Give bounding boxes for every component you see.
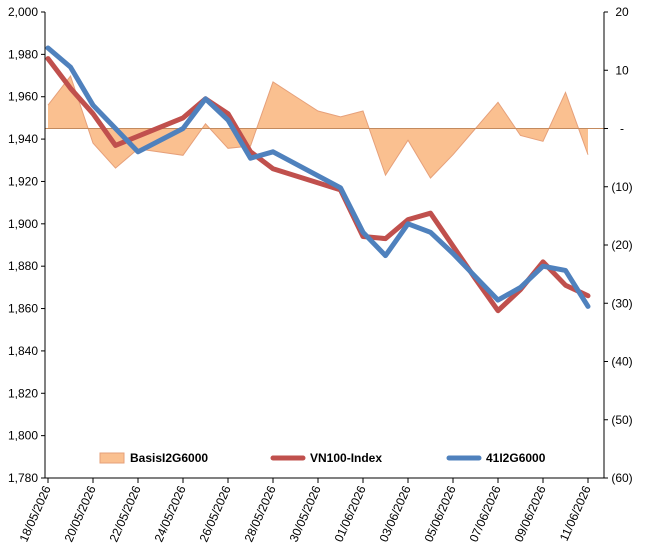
41i2g6000-point-6 [205,98,206,100]
41i2g6000-point-2 [92,104,94,106]
left-tick-label: 1,820 [8,386,38,400]
41i2g6000-point-11 [362,231,364,233]
vn100-index-point-2 [92,113,94,115]
left-tick-label: 1,980 [8,47,38,61]
right-tick-label: (10) [611,180,632,194]
left-tick-label: 1,900 [8,217,38,231]
vn100-index-point-13 [430,212,431,214]
right-tick-label: 20 [615,5,629,19]
41i2g6000-point-21 [587,305,589,307]
vn100-index-point-15 [497,310,499,312]
vn100-index-point-10 [362,236,364,237]
41i2g6000-point-16 [475,276,476,278]
vn100-index-point-6 [227,113,229,115]
41i2g6000-line [45,45,591,309]
left-tick-label: 1,860 [8,302,38,316]
left-tick-label: 2,000 [8,5,38,19]
41i2g6000-point-3 [115,128,116,129]
basis-area-outline [47,75,589,179]
41i2g6000-point-5 [182,128,184,129]
left-tick-label: 1,880 [8,259,38,273]
line-series-layer [45,45,591,314]
legend-label-basisi2g6000: BasisI2G6000 [130,451,208,465]
41i2g6000-point-13 [407,223,409,225]
right-tick-label: 10 [615,63,629,77]
basis-area-layer [47,75,589,179]
41i2g6000-point-1 [70,66,71,68]
vn100-index-point-3 [115,144,116,146]
vn100-index-point-1 [70,87,71,89]
41i2g6000-point-19 [542,265,544,267]
left-tick-label: 1,800 [8,429,38,443]
right-tick-label: (20) [611,238,632,252]
legend-label-41i2g6000: 41I2G6000 [486,451,546,465]
41i2g6000-point-8 [250,157,251,159]
41i2g6000-point-10 [340,187,341,189]
41i2g6000-point-14 [430,231,431,233]
legend: BasisI2G6000 VN100-Index 41I2G6000 [99,451,546,465]
right-tick-label: (30) [611,296,632,310]
41i2g6000-point-15 [452,253,454,254]
left-tick-label: 1,780 [8,471,38,485]
left-tick-label: 1,920 [8,174,38,188]
vn100-index-point-8 [272,168,274,170]
41i2g6000-point-9 [272,151,274,153]
vn100-index-point-12 [407,219,409,221]
right-tick-label: (60) [611,471,632,485]
41i2g6000-point-17 [497,299,499,301]
left-tick-label: 1,960 [8,90,38,104]
vn100-index-point-4 [182,117,184,119]
41i2g6000-point-18 [520,286,521,288]
right-tick-label: - [620,122,624,136]
41i2g6000-point-12 [385,255,386,257]
legend-label-vn100-index: VN100-Index [310,451,382,465]
left-tick-label: 1,940 [8,132,38,146]
vn100-index-point-17 [542,261,544,263]
legend-swatch-basisi2g6000 [99,452,125,464]
vn100-index-point-19 [587,295,589,297]
41i2g6000-point-7 [227,119,229,121]
basis-area-fill [48,76,588,178]
right-tick-label: (40) [611,355,632,369]
left-tick-label: 1,840 [8,344,38,358]
41i2g6000-point-20 [565,269,566,271]
41i2g6000-point-0 [47,47,49,49]
vn100-index-point-11 [385,238,386,240]
vn100-index-point-0 [47,58,49,60]
41i2g6000-point-4 [137,151,139,153]
vn100-index-point-7 [250,151,251,153]
right-tick-label: (50) [611,413,632,427]
vn100-index-point-18 [565,284,566,286]
